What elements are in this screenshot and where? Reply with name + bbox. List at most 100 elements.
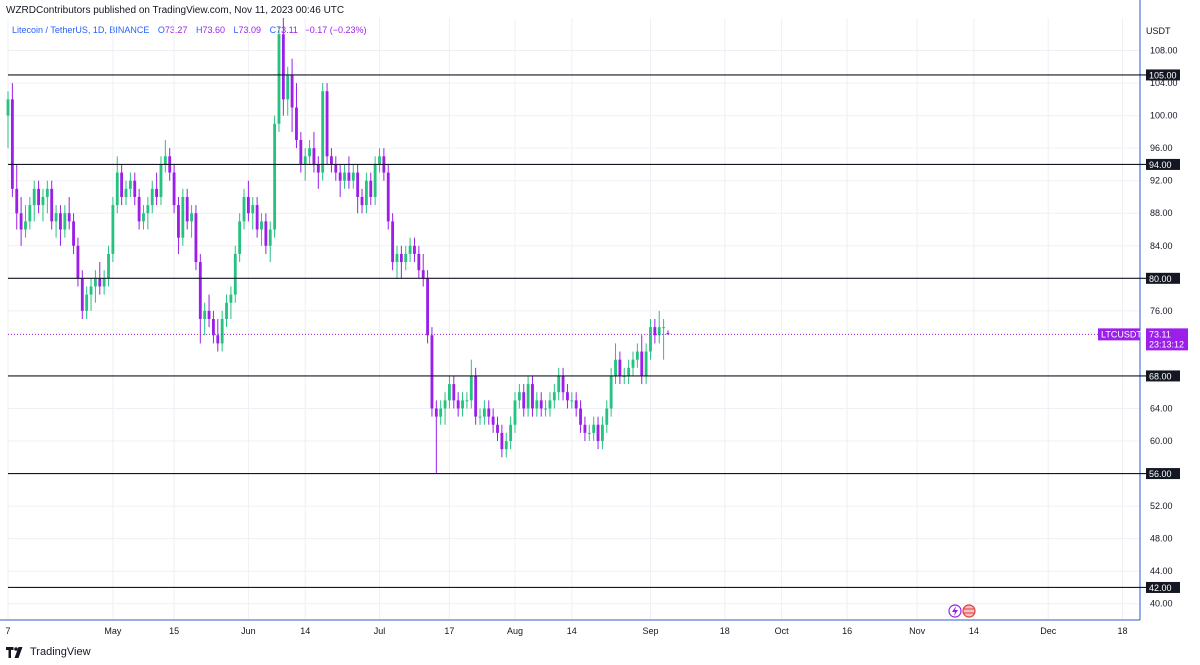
x-tick-label: 18 — [720, 626, 730, 636]
y-tick-label: 108.00 — [1150, 46, 1178, 56]
candle-body — [570, 400, 574, 402]
candle-body — [6, 99, 10, 116]
candle-body — [80, 278, 84, 311]
candle-body — [526, 384, 530, 409]
publisher-line: WZRDContributors published on TradingVie… — [6, 5, 345, 16]
candle-body — [63, 213, 67, 230]
x-tick-label: Aug — [507, 626, 523, 636]
candle-body — [544, 408, 548, 410]
tradingview-logo-icon — [6, 646, 23, 658]
candle-body — [587, 432, 591, 434]
candle-body — [120, 172, 124, 197]
y-tick-label: 60.00 — [1150, 436, 1173, 446]
candle-body — [212, 319, 215, 336]
candle-body — [666, 333, 670, 335]
candle-body — [233, 253, 237, 295]
candle-body — [448, 384, 451, 401]
us-flag-icon — [962, 604, 976, 618]
candle-body — [456, 400, 460, 409]
candle-body — [439, 408, 443, 417]
candle-body — [500, 432, 504, 450]
candle-body — [98, 278, 102, 287]
candle-body — [155, 188, 159, 197]
candle-body — [198, 262, 202, 319]
candle-body — [181, 196, 185, 238]
candle-body — [478, 416, 482, 418]
x-tick-label: 18 — [1118, 626, 1128, 636]
candle-body — [618, 359, 622, 376]
candle-body — [391, 221, 395, 263]
y-tick-label: 76.00 — [1150, 306, 1173, 316]
candle-body — [290, 74, 294, 108]
candle-body — [566, 392, 569, 401]
candle-body — [295, 107, 298, 141]
candle-body — [548, 400, 552, 409]
candle-body — [557, 375, 561, 393]
candle-body — [203, 310, 207, 319]
symbol-name[interactable]: Litecoin / TetherUS, 1D, BINANCE — [12, 25, 150, 35]
candle-body — [128, 180, 132, 189]
candle-body — [347, 172, 351, 181]
currency-unit[interactable]: USDT — [1146, 26, 1171, 36]
candle-body — [662, 327, 666, 329]
footer-brand: TradingView — [6, 646, 91, 658]
candle-body — [277, 34, 281, 124]
brand-name: TradingView — [30, 646, 91, 658]
symbol-tag-label: LTCUSDT — [1101, 329, 1142, 339]
candle-body — [111, 205, 115, 254]
candle-body — [316, 164, 320, 173]
y-tick-label: 44.00 — [1150, 566, 1173, 576]
high-label: H — [195, 25, 203, 35]
countdown-label: 23:13:12 — [1149, 339, 1184, 349]
candle-body — [605, 408, 609, 425]
candle-body — [487, 408, 491, 417]
candle-body — [150, 188, 154, 206]
candle-body — [386, 172, 390, 222]
candle-body — [417, 253, 421, 271]
candle-body — [360, 196, 364, 206]
y-tick-label: 104.00 — [1150, 78, 1178, 88]
candle-body — [657, 327, 661, 336]
candle-body — [369, 180, 373, 197]
candle-body — [45, 188, 49, 197]
low-label: L — [233, 25, 239, 35]
candle-body — [273, 123, 277, 230]
last-price-tag — [1146, 328, 1188, 351]
candle-body — [434, 408, 438, 417]
candle-body — [242, 196, 246, 222]
level-price-label: 56.00 — [1149, 469, 1172, 479]
candle-body — [107, 253, 110, 279]
candle-body — [574, 400, 578, 409]
candle-body — [644, 351, 648, 376]
candle-body — [408, 245, 412, 254]
candle-body — [229, 294, 233, 303]
candle-body — [399, 253, 403, 263]
candle-body — [76, 245, 80, 279]
candle-body — [185, 196, 189, 222]
symbol-tag — [1098, 328, 1140, 341]
candle-body — [509, 424, 513, 442]
candle-body — [264, 221, 268, 246]
candle-body — [50, 188, 54, 222]
candle-body — [251, 205, 255, 214]
candle-body — [469, 375, 473, 401]
candle-body — [522, 392, 526, 409]
x-tick-label: Jun — [241, 626, 256, 636]
candle-body — [177, 205, 180, 238]
candle-body — [653, 327, 657, 336]
candle-body — [552, 392, 556, 401]
last-price-label: 73.11 — [1149, 329, 1171, 339]
candle-body — [373, 164, 377, 197]
candle-body — [163, 156, 167, 165]
candle-body — [430, 335, 434, 409]
high-value: 73.60 — [202, 25, 225, 35]
candle-body — [41, 196, 45, 206]
x-tick-label: Dec — [1040, 626, 1057, 636]
level-price-tag — [1146, 581, 1180, 593]
candle-body — [102, 278, 106, 287]
level-price-label: 42.00 — [1149, 583, 1172, 593]
candle-body — [32, 188, 36, 206]
candle-body — [614, 359, 617, 376]
open-value: 73.27 — [164, 25, 188, 35]
